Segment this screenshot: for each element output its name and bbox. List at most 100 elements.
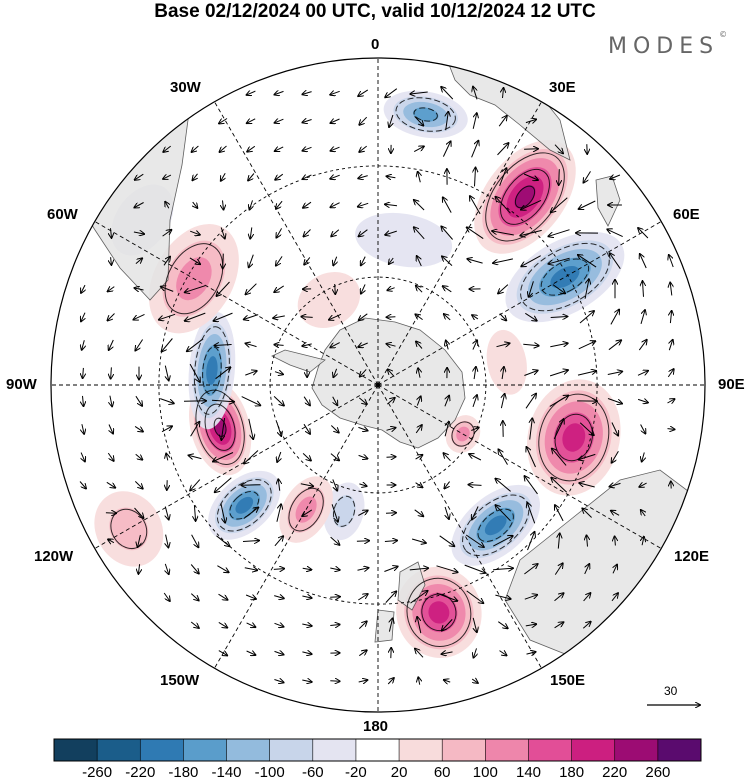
wind-arrow — [276, 256, 283, 265]
wind-arrow — [218, 593, 228, 600]
colorbar-label: 100 — [472, 764, 498, 781]
wind-arrow — [135, 288, 144, 290]
wind-arrow — [361, 284, 365, 293]
wind-arrow — [138, 534, 141, 547]
wind-arrow — [465, 534, 484, 547]
wind-arrow — [414, 509, 424, 516]
wind-arrow — [579, 200, 596, 209]
wind-arrow — [417, 617, 422, 634]
wind-arrow — [358, 427, 367, 430]
wind-arrow — [277, 451, 281, 462]
wind-arrow — [358, 621, 366, 629]
wind-arrow — [247, 145, 256, 151]
wind-arrow — [670, 311, 671, 324]
wind-arrow — [472, 113, 477, 129]
colorbar-swatch — [312, 739, 357, 761]
wind-arrow — [499, 168, 507, 186]
wind-arrow — [418, 368, 420, 378]
wind-arrow — [302, 509, 313, 516]
wind-arrow — [274, 623, 284, 626]
wind-arrow — [638, 340, 646, 351]
wind-arrow — [335, 283, 336, 294]
wind-arrow — [214, 312, 233, 321]
wind-arrow — [333, 368, 336, 377]
wind-arrow — [106, 481, 115, 487]
wind-arrow — [111, 367, 112, 378]
wind-arrow — [417, 256, 422, 267]
wind-arrow — [163, 257, 170, 266]
wind-arrow — [358, 203, 369, 206]
wind-arrow — [191, 534, 199, 548]
wind-arrow — [637, 399, 648, 402]
wind-arrow — [501, 394, 504, 409]
wind-arrow — [641, 510, 645, 517]
wind-arrow — [190, 422, 200, 437]
label-180: 180 — [363, 718, 389, 735]
wind-arrow — [527, 503, 536, 524]
wind-arrow — [442, 256, 453, 266]
wind-arrow — [219, 118, 228, 124]
wind-arrow — [214, 345, 232, 346]
wind-arrow — [223, 200, 224, 209]
wind-arrow — [610, 175, 621, 179]
wind-arrow — [409, 568, 428, 570]
wind-arrow — [584, 564, 590, 575]
wind-arrow — [278, 479, 279, 491]
wind-arrow — [472, 395, 477, 408]
wind-arrow — [138, 564, 139, 574]
pole-point — [375, 382, 381, 388]
wind-arrow — [549, 396, 568, 407]
wind-arrow — [385, 513, 396, 514]
wind-arrow — [525, 312, 536, 320]
wind-arrow — [584, 171, 591, 182]
colorbar-label: 220 — [602, 764, 628, 781]
colorbar-label: -220 — [125, 764, 156, 781]
wind-arrow — [467, 259, 483, 264]
wind-arrow — [549, 229, 570, 237]
wind-arrow — [274, 596, 284, 599]
wind-arrow — [389, 114, 393, 127]
wind-arrow — [525, 394, 536, 409]
map-title: Base 02/12/2024 00 UTC, valid 10/12/2024… — [154, 1, 596, 22]
wind-arrow — [385, 591, 396, 603]
wind-arrow — [413, 146, 424, 153]
wind-arrow — [303, 423, 310, 434]
wind-arrow — [475, 168, 476, 187]
wind-arrow — [276, 200, 283, 209]
wind-arrow — [496, 505, 511, 522]
wind-arrow — [213, 452, 234, 462]
wind-arrow — [332, 479, 337, 490]
wind-arrow — [302, 680, 311, 682]
wind-arrow — [331, 229, 340, 237]
wind-arrow — [246, 623, 256, 627]
wind-arrow — [492, 231, 514, 236]
wind-arrow — [189, 455, 202, 458]
wind-arrow — [471, 141, 479, 158]
wind-arrow — [474, 367, 476, 380]
wind-arrow — [110, 395, 112, 407]
wind-arrow — [638, 228, 649, 239]
wind-arrow — [551, 478, 568, 493]
label-120w: 120W — [34, 548, 74, 565]
colorbar — [53, 738, 702, 762]
wind-arrow — [302, 596, 311, 598]
wind-arrow — [416, 286, 423, 293]
wind-arrow — [111, 228, 112, 238]
wind-arrow — [81, 452, 85, 462]
wind-arrow — [134, 507, 144, 518]
wind-arrow — [615, 537, 616, 546]
anomaly-cell — [474, 139, 576, 254]
wind-arrow — [529, 281, 534, 296]
wind-arrow — [548, 257, 570, 264]
wind-arrow — [611, 422, 618, 436]
wind-arrow — [551, 197, 568, 212]
wind-arrow — [466, 590, 484, 603]
wind-arrow — [246, 343, 257, 346]
wind-arrow — [330, 453, 339, 461]
wind-arrow — [358, 511, 367, 516]
wind-arrow — [499, 449, 508, 465]
wind-arrow — [218, 650, 227, 656]
wind-arrow — [302, 453, 311, 460]
wind-arrow — [493, 536, 512, 547]
